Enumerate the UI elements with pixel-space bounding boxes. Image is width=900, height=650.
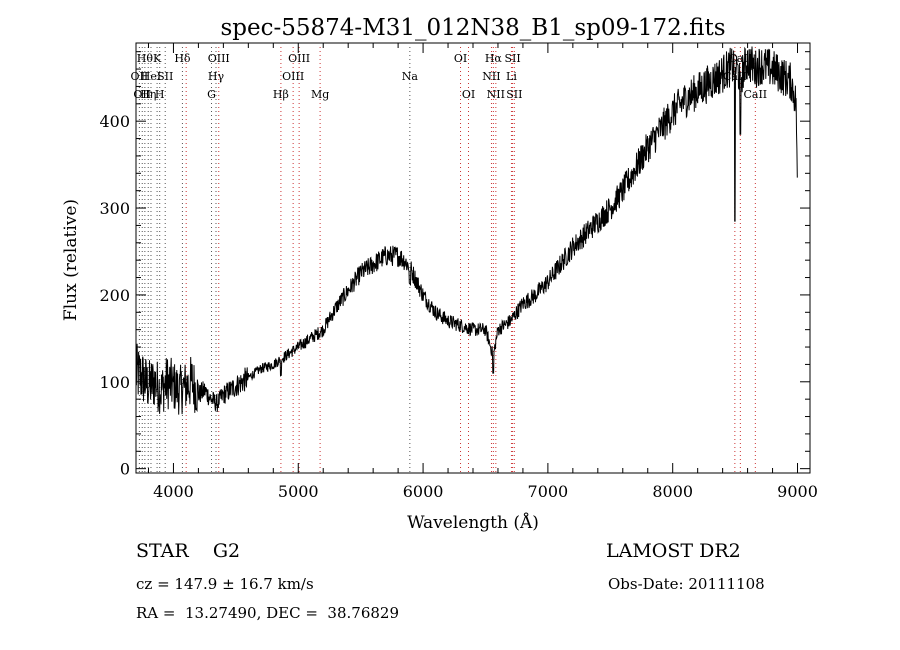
spectral-line-label: SII [504,52,520,65]
spectral-line-label: G [207,88,216,101]
coordinates: RA = 13.27490, DEC = 38.76829 [136,604,400,622]
spectral-line-label: Mg [311,88,329,101]
y-axis-label: Flux (relative) [61,199,81,321]
survey-name: LAMOST DR2 [606,540,741,562]
spectral-line-label: OIII [288,52,310,65]
spectral-line-label: Hη [140,88,156,101]
spectral-line-label: OII [131,70,149,83]
spectral-line-label: CaII [729,52,753,65]
y-tick-label: 200 [99,286,130,305]
x-tick-label: 5000 [278,482,319,501]
spectral-line-labels: OIIOIIHθHηHeIKHSIIHδGHγOIIIHβOIIIOIIIMgN… [131,52,768,101]
x-axis-ticks: 4000 5000 6000 7000 8000 9000 [147,43,818,501]
spectral-line-markers [138,47,756,473]
spectral-line-label: OIII [282,70,304,83]
spectral-line-label: SII [506,88,522,101]
spectral-line-label: OI [454,52,467,65]
spectral-line-label: SII [157,70,173,83]
y-tick-label: 400 [99,112,130,131]
spectrum-series-line [135,46,798,415]
chart-title: spec-55874-M31_012N38_B1_sp09-172.fits [220,15,725,41]
spectral-line-label: Hα [485,52,503,65]
redshift-velocity: cz = 147.9 ± 16.7 km/s [136,575,314,593]
spectral-line-label: OI [462,88,475,101]
plot-frame [135,42,811,474]
spectral-line-label: Hθ [137,52,154,65]
spectral-line-label: Hγ [208,70,225,83]
spectral-line-label: Na [402,70,419,83]
spectral-line-label: NII [487,88,505,101]
spectral-line-label: OIII [208,52,230,65]
object-class: STAR G2 [136,540,241,562]
spectral-line-label: NII [482,70,500,83]
x-tick-label: 8000 [652,482,693,501]
spectral-line-label: OII [133,88,151,101]
y-tick-label: 0 [120,460,130,479]
spectral-line-label: HeI [141,70,161,83]
y-tick-label: 300 [99,199,130,218]
spectral-line-label: H [155,88,165,101]
spectral-line-label: CaII [743,88,767,101]
y-tick-label: 100 [99,373,130,392]
x-tick-label: 9000 [777,482,818,501]
x-tick-label: 7000 [528,482,569,501]
y-axis-ticks: 0 100 200 300 400 [99,51,810,479]
observation-date: Obs-Date: 20111108 [608,575,765,593]
x-tick-label: 6000 [403,482,444,501]
spectral-line-label: Li [506,70,517,83]
spectral-line-label: Hδ [174,52,191,65]
x-axis-label: Wavelength (Å) [407,512,539,533]
x-tick-label: 4000 [153,482,194,501]
spectral-line-label: K [153,52,162,65]
spectral-line-label: Hβ [273,88,289,101]
